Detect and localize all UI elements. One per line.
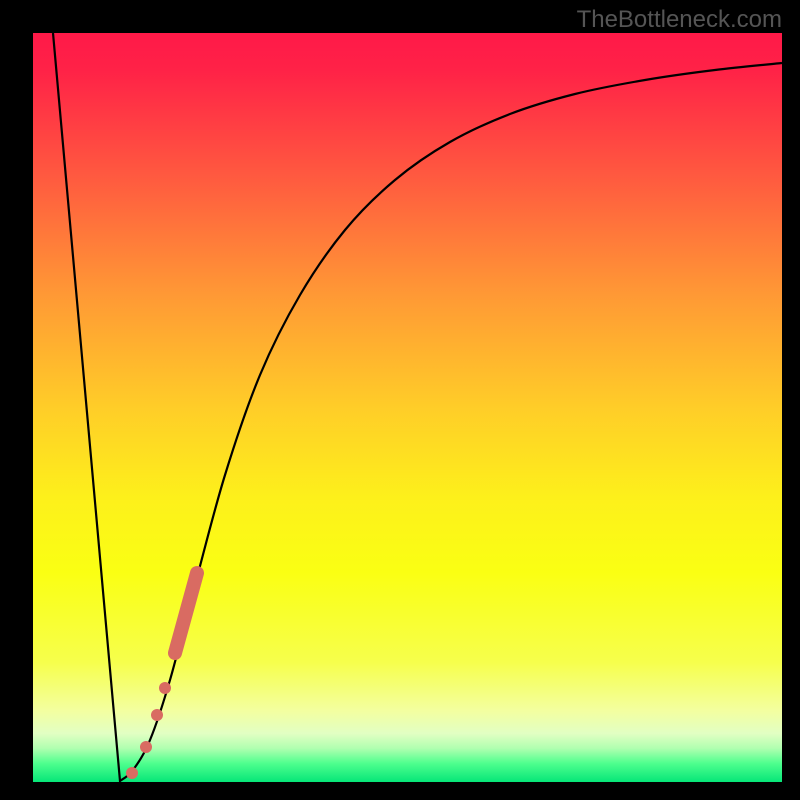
bottleneck-curve [53,33,782,781]
chart-container: TheBottleneck.com [0,0,800,800]
highlight-dot [159,682,171,694]
highlight-segment [175,573,197,653]
curve-svg [0,0,800,800]
highlight-dot [140,741,152,753]
highlight-dot [151,709,163,721]
highlight-dot [126,767,138,779]
watermark-text: TheBottleneck.com [577,6,782,34]
